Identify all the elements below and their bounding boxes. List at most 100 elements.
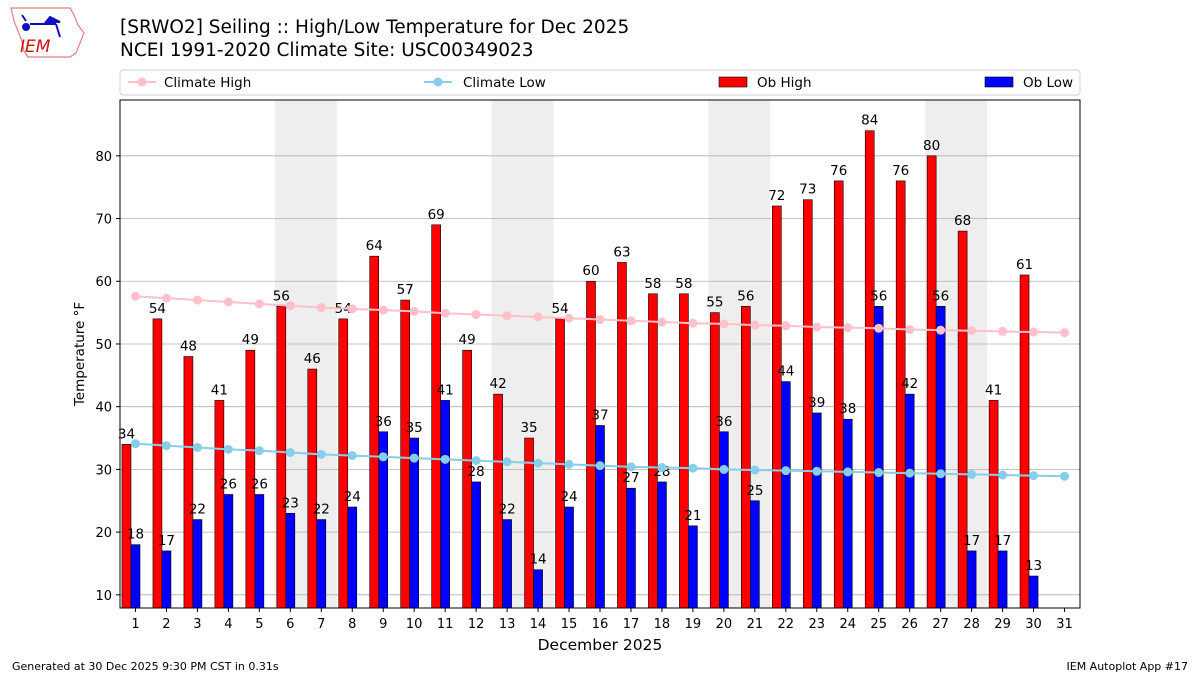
climate-low-point: [285, 447, 295, 457]
climate-high-point: [285, 301, 295, 311]
ob-high-bar: [679, 293, 689, 609]
ob-low-bar-label: 24: [344, 489, 361, 505]
ob-high-bar: [772, 205, 782, 609]
ob-low-bar: [347, 506, 358, 609]
ob-low-bar-label: 41: [437, 382, 454, 398]
climate-high-point: [905, 325, 915, 335]
footer-generated: Generated at 30 Dec 2025 9:30 PM CST in …: [12, 660, 279, 673]
y-tick-label: 10: [95, 589, 112, 604]
ob-high-bar: [710, 312, 720, 609]
x-tick-label: 21: [747, 617, 764, 632]
ob-high-bar-label: 84: [861, 113, 878, 129]
climate-high-point: [347, 304, 357, 314]
climate-low-point: [905, 468, 915, 478]
x-tick-label: 3: [193, 617, 201, 632]
ob-high-bar: [152, 318, 163, 609]
ob-high-bar: [338, 318, 349, 609]
climate-low-point: [750, 465, 760, 475]
x-tick-label: 27: [932, 617, 949, 632]
ob-low-bar: [409, 437, 419, 609]
y-tick-label: 60: [95, 275, 112, 290]
y-tick-label: 80: [95, 150, 112, 165]
ob-low-bar-label: 44: [777, 364, 794, 380]
x-tick-label: 9: [379, 617, 387, 632]
climate-low-point: [471, 456, 481, 466]
ob-high-bar: [741, 306, 751, 609]
climate-low-point: [657, 463, 667, 473]
ob-high-bar-label: 41: [211, 382, 228, 398]
ob-high-bar: [864, 130, 875, 609]
ob-low-bar-label: 14: [529, 552, 546, 568]
ob-low-bar-label: 56: [932, 288, 949, 304]
legend-climate-low-marker: [433, 77, 443, 87]
ob-low-bar: [873, 306, 884, 609]
climate-low-point: [595, 461, 605, 471]
climate-high-point: [130, 291, 140, 301]
ob-low-bar: [935, 306, 946, 609]
ob-high-bar: [926, 155, 937, 609]
climate-low-point: [130, 439, 140, 449]
ob-low-bar-label: 37: [591, 407, 608, 423]
legend-ob-high-label: Ob High: [757, 75, 812, 91]
ob-high-bar: [833, 180, 844, 609]
ob-high-bar: [431, 224, 441, 609]
ob-low-bar: [130, 544, 141, 609]
x-tick-label: 19: [685, 617, 702, 632]
legend-ob-low-label: Ob Low: [1023, 75, 1073, 91]
climate-high-point: [688, 318, 698, 328]
iem-logo: IEM: [10, 7, 85, 58]
ob-high-bar-label: 48: [180, 339, 197, 355]
legend: [119, 69, 1081, 96]
ob-low-bar: [471, 481, 481, 609]
ob-high-bar-label: 69: [428, 207, 445, 223]
ob-low-bar: [688, 525, 698, 609]
climate-low-point: [843, 467, 853, 477]
x-tick-label: 2: [162, 617, 170, 632]
climate-low-point: [223, 444, 233, 454]
ob-low-bar: [657, 481, 667, 609]
ob-low-bar-label: 22: [313, 502, 330, 518]
climate-high-point: [843, 323, 853, 333]
svg-text:IEM: IEM: [20, 37, 51, 57]
ob-high-bar-label: 68: [954, 213, 971, 229]
ob-low-bar-label: 38: [839, 401, 856, 417]
x-tick-label: 22: [778, 617, 795, 632]
climate-high-point: [967, 326, 977, 336]
ob-low-bar: [223, 494, 234, 609]
climate-low-point: [812, 466, 822, 476]
climate-high-point: [316, 303, 326, 313]
x-tick-label: 10: [406, 617, 423, 632]
climate-high-point: [595, 315, 605, 325]
climate-low-point: [409, 453, 419, 463]
y-tick-label: 40: [95, 401, 112, 416]
ob-high-bar-label: 80: [923, 138, 940, 154]
ob-low-bar-label: 42: [901, 376, 918, 392]
ob-low-bar: [811, 412, 822, 609]
climate-high-point: [409, 306, 419, 316]
x-tick-label: 5: [255, 617, 263, 632]
climate-low-point: [533, 458, 543, 468]
ob-low-bar-label: 21: [684, 508, 701, 524]
x-tick-label: 30: [1025, 617, 1042, 632]
ob-low-bar: [440, 400, 450, 609]
ob-low-bar-label: 22: [189, 502, 206, 518]
climate-low-point: [316, 449, 326, 459]
climate-low-point: [440, 454, 450, 464]
x-tick-label: 8: [348, 617, 356, 632]
ob-high-bar-label: 72: [768, 188, 785, 204]
climate-low-point: [626, 462, 636, 472]
ob-low-bar: [285, 512, 296, 609]
ob-high-bar-label: 61: [1016, 257, 1033, 273]
ob-high-bar: [648, 293, 658, 609]
climate-low-point: [998, 470, 1008, 480]
ob-low-bar-label: 25: [746, 483, 763, 499]
climate-high-point: [564, 313, 574, 323]
ob-high-bar-label: 56: [737, 288, 754, 304]
x-tick-label: 17: [623, 617, 640, 632]
ob-high-bar-label: 76: [892, 163, 909, 179]
climate-high-point: [471, 309, 481, 319]
x-axis-label: December 2025: [538, 636, 663, 654]
ob-high-bar: [988, 400, 999, 609]
climate-low-point: [967, 469, 977, 479]
ob-low-bar: [626, 487, 636, 609]
